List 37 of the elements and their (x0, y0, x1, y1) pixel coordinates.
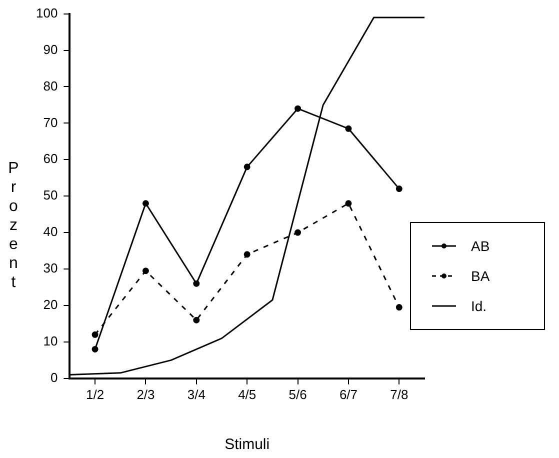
y-tick-label: 0 (50, 370, 58, 385)
point (193, 316, 200, 324)
y-tick-label: 90 (43, 42, 58, 57)
point (92, 331, 98, 338)
legend-label: Id. (471, 298, 487, 314)
point (142, 200, 149, 207)
x-tick-label: 1/2 (86, 386, 104, 402)
y-tick-label: 20 (43, 297, 58, 312)
x-axis-title: Stimuli (224, 436, 270, 454)
point (396, 304, 402, 311)
y-tick-label: 30 (43, 260, 58, 276)
y-tick-label: 50 (43, 188, 58, 203)
legend-label: BA (471, 268, 490, 284)
point (396, 186, 402, 192)
x-tick-label: 7/8 (390, 386, 408, 402)
point (142, 268, 149, 274)
x-tick-label: 3/4 (187, 386, 206, 402)
y-tick-label: 40 (43, 224, 58, 240)
x-tick-label: 6/7 (339, 386, 358, 402)
point (294, 105, 302, 112)
point (345, 200, 352, 207)
y-axis-title: Prozent (4, 160, 22, 293)
y-tick-label: 10 (43, 334, 58, 349)
y-tick-label: 80 (43, 78, 58, 94)
point (294, 229, 302, 236)
x-tick-label: 5/6 (288, 386, 307, 402)
legend-label: AB (471, 238, 490, 254)
point (244, 164, 250, 170)
x-tick-label: 2/3 (136, 386, 155, 402)
point (92, 346, 98, 352)
y-tick-label: 70 (43, 114, 58, 130)
y-tick-label: 60 (43, 151, 58, 166)
point (345, 125, 352, 132)
point (193, 280, 200, 287)
y-tick-label: 100 (36, 5, 58, 20)
x-tick-label: 4/5 (238, 386, 256, 402)
point (244, 251, 250, 258)
